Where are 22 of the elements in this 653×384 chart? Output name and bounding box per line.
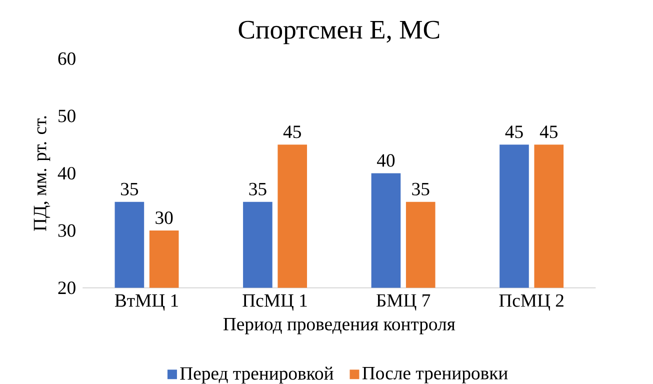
y-tick-label: 60 <box>58 52 76 66</box>
data-label: 30 <box>156 212 173 224</box>
y-tick-label: 50 <box>58 110 76 122</box>
x-axis-title: Период проведения контроля <box>223 318 456 334</box>
legend-label: После тренировки <box>362 367 508 384</box>
legend-label: Перед тренировкой <box>180 366 334 384</box>
x-tick-label: БМЦ 7 <box>376 294 430 311</box>
data-label: 45 <box>283 126 301 138</box>
data-label: 35 <box>249 182 266 196</box>
x-tick-label: ПсМЦ 1 <box>242 294 307 311</box>
y-axis-title: ПД, мм. рт. ст. <box>34 116 50 232</box>
y-tick-label: 40 <box>58 167 76 180</box>
data-label: 35 <box>121 182 138 196</box>
data-label: 40 <box>376 154 395 167</box>
y-tick-label: 30 <box>58 224 76 237</box>
data-label: 35 <box>412 182 430 196</box>
x-tick-label: ПсМЦ 2 <box>499 294 564 311</box>
y-tick-label: 20 <box>58 282 76 294</box>
chart-title: Спортсмен Е, МС <box>238 20 440 44</box>
data-label: 45 <box>505 126 523 138</box>
x-tick-label: ВтМЦ 1 <box>114 294 178 311</box>
data-label: 45 <box>540 126 558 138</box>
